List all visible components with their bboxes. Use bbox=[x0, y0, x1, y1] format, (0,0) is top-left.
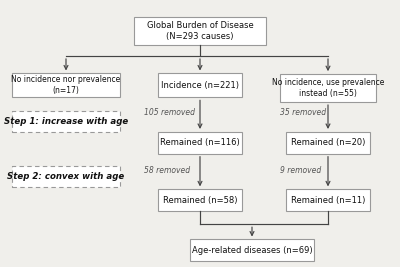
FancyBboxPatch shape bbox=[12, 166, 120, 187]
FancyBboxPatch shape bbox=[12, 73, 120, 97]
Text: Incidence (n=221): Incidence (n=221) bbox=[161, 81, 239, 90]
Text: 105 removed: 105 removed bbox=[144, 108, 195, 117]
Text: 58 removed: 58 removed bbox=[144, 166, 190, 175]
Text: No incidence, use prevalence
instead (n=55): No incidence, use prevalence instead (n=… bbox=[272, 78, 384, 98]
Text: Age-related diseases (n=69): Age-related diseases (n=69) bbox=[192, 246, 312, 255]
Text: Remained (n=20): Remained (n=20) bbox=[291, 138, 365, 147]
Text: Remained (n=116): Remained (n=116) bbox=[160, 138, 240, 147]
FancyBboxPatch shape bbox=[286, 132, 370, 154]
FancyBboxPatch shape bbox=[286, 189, 370, 211]
Text: Global Burden of Disease
(N=293 causes): Global Burden of Disease (N=293 causes) bbox=[147, 21, 253, 41]
Text: 9 removed: 9 removed bbox=[280, 166, 321, 175]
FancyBboxPatch shape bbox=[158, 189, 242, 211]
Text: Remained (n=11): Remained (n=11) bbox=[291, 196, 365, 205]
FancyBboxPatch shape bbox=[280, 74, 376, 102]
FancyBboxPatch shape bbox=[134, 17, 266, 45]
FancyBboxPatch shape bbox=[158, 132, 242, 154]
Text: Step 1: increase with age: Step 1: increase with age bbox=[4, 117, 128, 126]
Text: 35 removed: 35 removed bbox=[280, 108, 326, 117]
Text: Remained (n=58): Remained (n=58) bbox=[163, 196, 237, 205]
Text: Step 2: convex with age: Step 2: convex with age bbox=[7, 172, 125, 181]
FancyBboxPatch shape bbox=[158, 73, 242, 97]
Text: No incidence nor prevalence
(n=17): No incidence nor prevalence (n=17) bbox=[11, 75, 121, 96]
FancyBboxPatch shape bbox=[12, 111, 120, 132]
FancyBboxPatch shape bbox=[190, 239, 314, 261]
